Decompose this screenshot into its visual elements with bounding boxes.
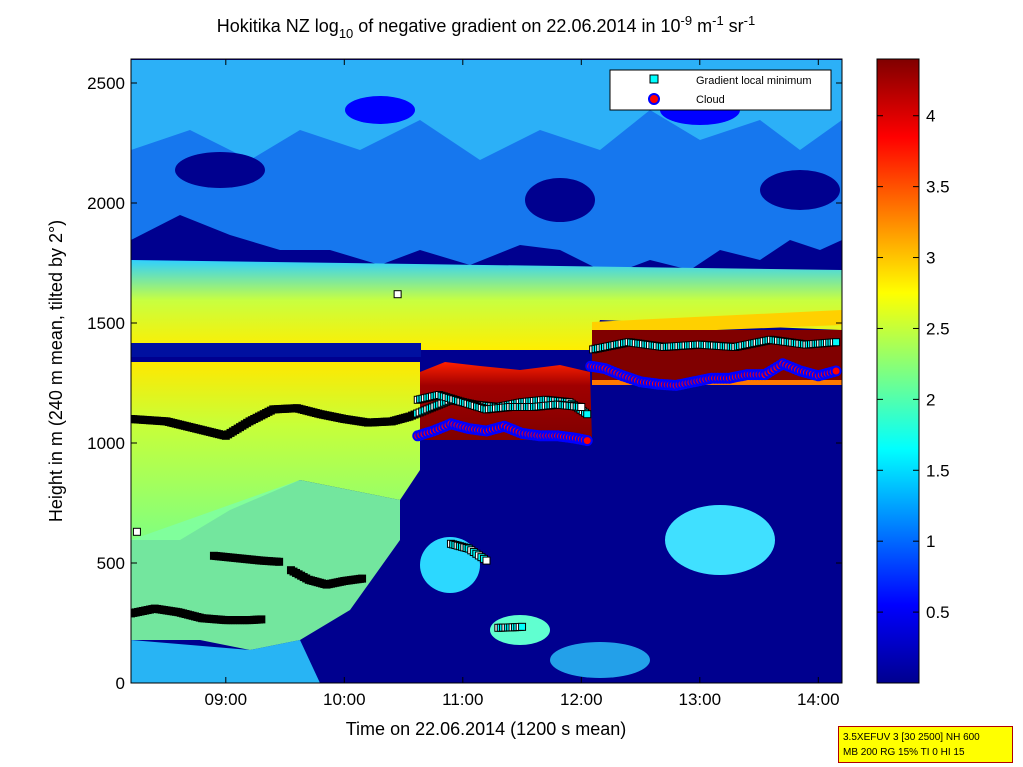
gradient-min-series — [131, 604, 266, 625]
colorbar-tick-label: 3 — [926, 249, 935, 268]
settings-info-box: 3.5XEFUV 3 [30 2500] NH 600 MB 200 RG 15… — [838, 726, 1013, 763]
x-tick-label: 09:00 — [205, 690, 248, 709]
y-axis-label: Height in m (240 m mean, tilted by 2°) — [46, 220, 66, 522]
cloud-layer-b-top — [592, 310, 842, 335]
gradient-min-point — [275, 557, 284, 566]
colorbar-tick-label: 3.5 — [926, 178, 950, 197]
colorbar-tick-label: 2.5 — [926, 319, 950, 338]
colorbar-scale — [876, 58, 920, 684]
x-tick-label: 13:00 — [679, 690, 722, 709]
chart-title: Hokitika NZ log10 of negative gradient o… — [217, 13, 755, 41]
heatmap — [131, 59, 842, 683]
gradient-min-series — [209, 551, 284, 566]
series-layer — [131, 290, 842, 632]
aerosol-patch — [550, 642, 650, 678]
gradient-min-series — [589, 335, 841, 354]
gradient-min-point — [393, 290, 402, 299]
plot-frame — [130, 58, 843, 684]
gradient-min-point — [132, 527, 141, 536]
gradient-min-series — [413, 391, 586, 414]
gradient-min-point — [358, 574, 367, 583]
gradient-min-series — [494, 622, 527, 632]
gradient-min-point — [577, 403, 586, 411]
elevated-layer — [131, 260, 842, 350]
cloud-layer-a — [420, 362, 592, 440]
y-tick-label: 500 — [97, 554, 125, 573]
dark-patch — [525, 178, 595, 222]
gradient-min-point — [482, 556, 491, 565]
colorbar: 0.5 1 1.5 2 2.5 3 3.5 4 — [876, 58, 950, 684]
x-axis: 09:00 10:00 11:00 12:00 13:00 14:00 — [205, 59, 840, 709]
colorbar-tick-label: 1 — [926, 532, 935, 551]
aerosol-patch — [665, 505, 775, 575]
y-axis: 0 500 1000 1500 2000 2500 — [87, 74, 842, 693]
lower-haze-layer — [131, 362, 420, 540]
cloud-point — [581, 435, 593, 447]
y-tick-label: 0 — [116, 674, 125, 693]
legend-label-cloud: Cloud — [696, 94, 725, 106]
cloud-series — [412, 418, 593, 447]
x-tick-label: 14:00 — [797, 690, 840, 709]
x-tick-label: 12:00 — [560, 690, 603, 709]
colorbar-tick-label: 1.5 — [926, 461, 950, 480]
gradient-min-point — [257, 615, 266, 624]
colorbar-tick-label: 0.5 — [926, 603, 950, 622]
x-axis-label: Time on 22.06.2014 (1200 s mean) — [346, 719, 627, 739]
dark-patch — [345, 96, 415, 124]
dark-patch — [760, 170, 840, 210]
gradient-min-series — [286, 566, 367, 589]
gradient-min-series — [132, 290, 402, 536]
gradient-min-point — [583, 410, 592, 419]
colorbar-tick-label: 4 — [926, 107, 935, 126]
y-tick-label: 2000 — [87, 194, 125, 213]
legend-circle-icon — [648, 93, 660, 105]
y-tick-label: 1000 — [87, 434, 125, 453]
x-tick-label: 11:00 — [442, 690, 483, 709]
cloud-series — [585, 358, 842, 391]
y-tick-label: 2500 — [87, 74, 125, 93]
lower-haze-edge — [131, 640, 320, 683]
residual-band — [131, 343, 421, 357]
legend-label-gradient: Gradient local minimum — [696, 75, 812, 87]
legend: Gradient local minimum Cloud — [609, 69, 832, 111]
dark-patch — [175, 152, 265, 188]
info-line-1: 3.5XEFUV 3 [30 2500] NH 600 — [843, 732, 980, 743]
legend-square-icon — [649, 74, 659, 84]
legend-box — [609, 69, 832, 111]
y-tick-label: 1500 — [87, 314, 125, 333]
gradient-min-point — [832, 338, 841, 347]
colorbar-ticks: 0.5 1 1.5 2 2.5 3 3.5 4 — [877, 107, 950, 622]
colorbar-tick-label: 2 — [926, 390, 935, 409]
gradient-min-series — [446, 539, 491, 565]
info-line-2: MB 200 RG 15% TI 0 HI 15 — [843, 747, 965, 758]
cloud-point — [830, 365, 842, 377]
gradient-min-point — [518, 622, 527, 631]
x-tick-label: 10:00 — [323, 690, 366, 709]
